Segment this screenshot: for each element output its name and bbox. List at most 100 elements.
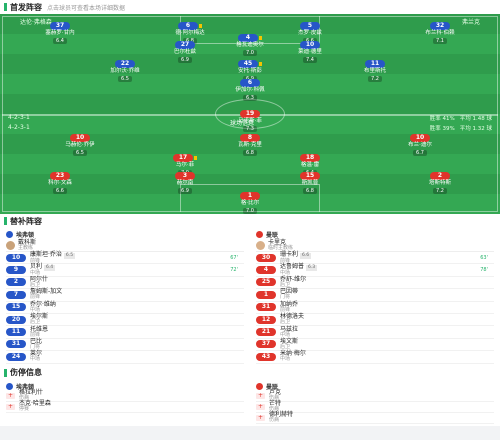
away-player[interactable]: 8 瓦斯·克里 6.8 [228, 134, 272, 156]
yellow-card-icon [194, 155, 197, 160]
player-name: 斯凯普 [301, 180, 319, 186]
player-rating: 6.5 [73, 150, 87, 156]
player-number: 21 [256, 328, 276, 337]
bench-row[interactable]: 30 珊卡利 6.6 前锋 63' [256, 251, 494, 265]
away-coach-label: 弗兰克 [461, 19, 480, 26]
home-player[interactable]: 37 塞赫罗·甘内 6.4 [38, 22, 82, 44]
player-name: 乔舒-维尔 [280, 275, 307, 283]
away-player[interactable]: 19 马诺斯·菲 7.3 [228, 110, 272, 132]
player-number: 1 [240, 192, 260, 200]
player-number: 10 [6, 253, 26, 262]
home-player[interactable]: 32 布兰科·伯赖 7.1 [418, 22, 462, 44]
bench-row[interactable]: 24 莱尔 中场 [6, 351, 244, 364]
injury-note: 伤病 [269, 395, 280, 402]
bench-row[interactable]: 31 巴比 门将 [6, 337, 244, 352]
player-number: 37 [256, 340, 276, 349]
pitch: 达伦·弗格森 弗兰克 4-2-3-1 4-2-3-1 胜率 41% 平均 1.48… [0, 14, 500, 214]
injury-row[interactable]: + 卢克 伤病 [256, 390, 494, 402]
bench-row[interactable]: 37 埃文斯 后卫 [256, 338, 494, 352]
bench-row[interactable]: 43 米纳·梅尔 中场 [256, 351, 494, 364]
player-name: 詹姆斯-加文 [30, 288, 63, 296]
section-accent [4, 3, 7, 11]
player-number: 2 [430, 172, 450, 180]
player-rating: 6.3 [243, 95, 257, 101]
player-number: 15 [6, 303, 26, 312]
player-position: 后卫 [280, 281, 291, 288]
player-number: 5 [300, 22, 320, 30]
bench-row[interactable]: 4 达鲁姆普 6.3 中场 78' [256, 263, 494, 277]
bench-row[interactable]: 7 詹姆斯-加文 前锋 [6, 288, 244, 302]
player-number: 30 [256, 253, 276, 262]
player-position: 中场 [30, 270, 41, 277]
player-number: 9 [6, 266, 26, 275]
player-name: 托维恩 [30, 325, 49, 333]
player-name: 科尔·文森 [48, 180, 72, 186]
player-position: 后卫 [280, 343, 291, 350]
player-name: 达鲁姆普 6.3 [280, 263, 318, 272]
home-formation: 4-2-3-1 [8, 114, 30, 121]
bench-row[interactable]: 2 阿尔什 后卫 [6, 275, 244, 290]
away-logo-icon [256, 382, 263, 390]
player-rating: 6.7 [413, 150, 427, 156]
away-player[interactable]: 15 斯凯普 6.8 [288, 172, 332, 194]
player-name: 马兹拉 [280, 325, 299, 333]
player-position: 前锋 [280, 306, 291, 313]
injury-row[interactable]: + 杰克·哈里森 停赛 [6, 400, 244, 413]
player-number: 4 [238, 34, 258, 42]
player-position: 门将 [30, 343, 41, 350]
player-number: 24 [6, 352, 26, 361]
home-player[interactable]: 10 莱迪·德里 7.4 [288, 41, 332, 63]
player-name: 杰克·哈里森 [19, 400, 51, 408]
injury-row[interactable]: + 芒特 伤病 [256, 401, 494, 413]
bench-row[interactable]: 15 乔尔·维纳 中场 [6, 300, 244, 314]
home-player[interactable]: 6 伊加尔·科佩 6.3 [228, 79, 272, 101]
away-player[interactable]: 10 布兰·迪尔 6.7 [398, 134, 442, 156]
player-name: 巴比 [30, 337, 43, 345]
bench-row[interactable]: 20 埃尔斯 后卫 [6, 314, 244, 327]
away-player[interactable]: 3 赫尔南 6.9 [163, 172, 207, 194]
player-number: 4 [256, 266, 276, 275]
home-player[interactable]: 22 加尔沃·乔维 6.5 [103, 60, 147, 82]
bench-row[interactable]: 31 加纳乔 前锋 [256, 301, 494, 314]
bench-row[interactable]: 25 乔舒-维尔 后卫 [256, 275, 494, 290]
home-coach-label: 达伦·弗格森 [20, 19, 52, 26]
player-number: 31 [6, 340, 26, 349]
player-number: 45 [238, 60, 258, 68]
player-number: 19 [240, 110, 260, 118]
home-player[interactable]: 4 格瓦迪奥尔 7.0 [228, 34, 272, 56]
player-number: 1 [256, 290, 276, 299]
player-rating: 7.0 [243, 50, 257, 56]
injury-cross-icon: + [256, 402, 265, 410]
home-player[interactable]: 11 布里斯托 7.2 [353, 60, 397, 82]
away-player[interactable]: 23 科尔·文森 6.6 [38, 172, 82, 194]
starting-subtitle: 点击球员可查看本场详细数据 [47, 4, 126, 12]
pitch-center-label: 球场信息 [230, 120, 255, 127]
injury-row[interactable]: + 德利赫特 伤病 [256, 412, 494, 424]
injury-note: 伤病 [19, 395, 30, 402]
home-player[interactable]: 27 巴尔杜兹 6.9 [163, 41, 207, 63]
player-rating: 6.8 [243, 150, 257, 156]
bench-row[interactable]: 21 马兹拉 中场 [256, 325, 494, 339]
home-coach-row[interactable]: 戴科斯 主教练 [6, 239, 244, 252]
away-formation: 4-2-3-1 [8, 124, 30, 131]
away-player[interactable]: 2 塔斯特斯 7.2 [418, 172, 462, 194]
bench-row[interactable]: 9 贝利 6.4 中场 72' [6, 263, 244, 277]
injury-row[interactable]: + 格拉利什 伤病 [6, 390, 244, 402]
away-coach-row[interactable]: 卡里克 临时主教练 [256, 239, 494, 252]
player-name: 巴因蒂 [280, 288, 299, 296]
away-player[interactable]: 1 格·比尔 7.0 [228, 192, 272, 214]
player-name: 安托·斯彭 [238, 68, 262, 74]
bench-row[interactable]: 12 林德洛夫 后卫 [256, 314, 494, 327]
player-name: 塞赫罗·甘内 [45, 30, 75, 36]
player-name: 乔尔·维纳 [30, 300, 56, 308]
player-name: 杰罗·皮兹 [298, 30, 322, 36]
player-rating: 7.3 [243, 126, 257, 132]
bench-row[interactable]: 10 康斯坦·乔治 6.5 前锋 67' [6, 251, 244, 265]
injury-note: 伤病 [269, 417, 280, 424]
bench-row[interactable]: 1 巴因蒂 门将 [256, 288, 494, 302]
bench-header: 替补阵容 [0, 214, 500, 228]
player-name: 贝利 6.4 [30, 263, 56, 272]
bench-row[interactable]: 11 托维恩 前锋 [6, 325, 244, 339]
player-name: 阿尔什 [30, 275, 49, 283]
away-player[interactable]: 10 马赫伦·乔伊 6.5 [58, 134, 102, 156]
